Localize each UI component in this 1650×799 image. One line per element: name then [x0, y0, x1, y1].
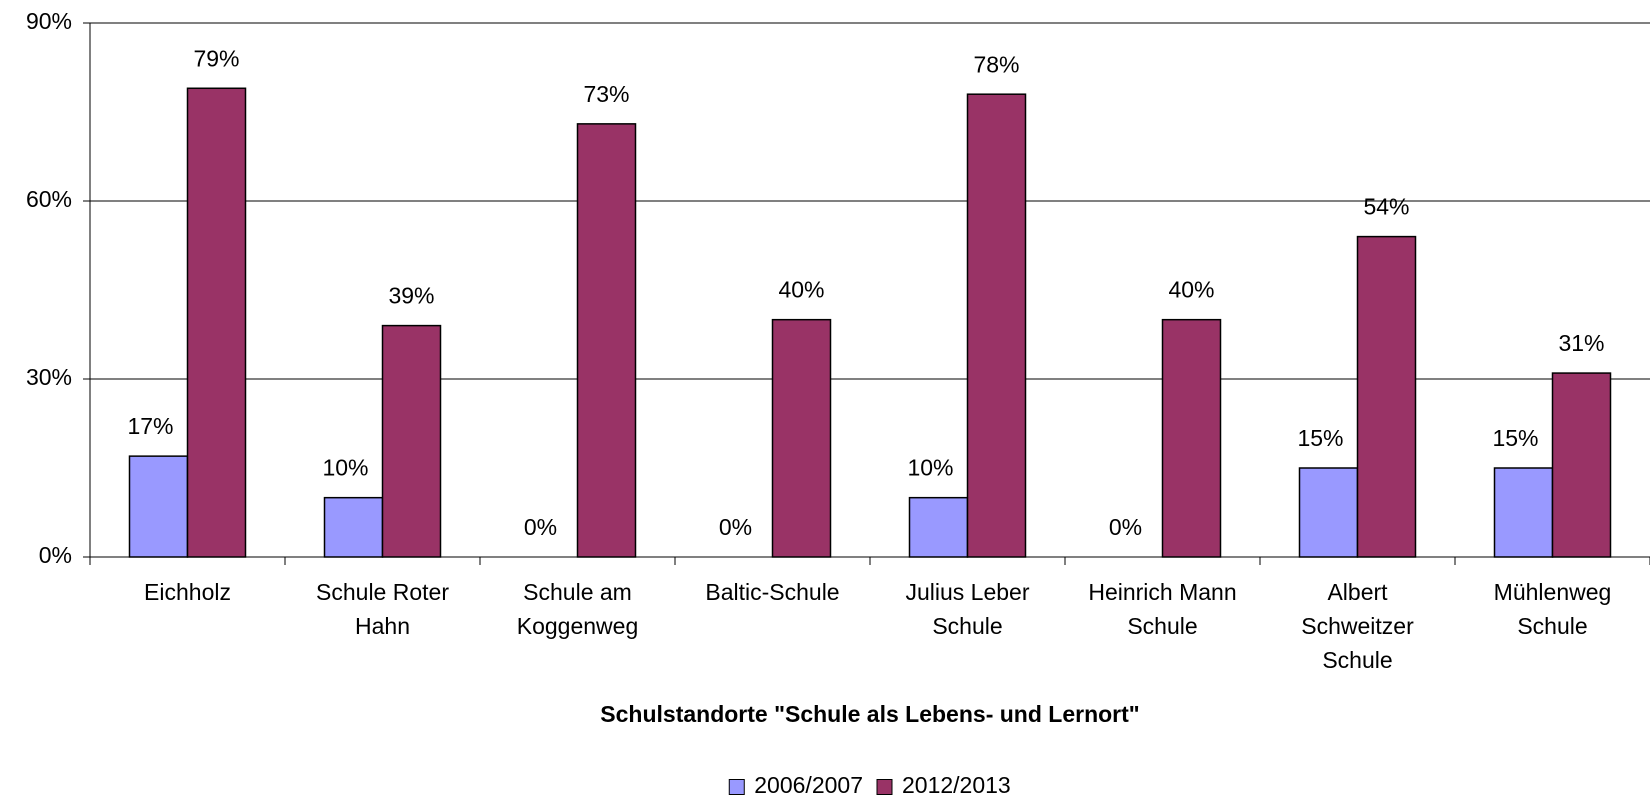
bar — [1356, 235, 1417, 558]
bar — [908, 496, 969, 558]
data-label: 10% — [322, 455, 368, 481]
bar — [128, 455, 189, 558]
y-tick-label: 0% — [39, 542, 72, 568]
legend-swatch — [728, 779, 745, 795]
x-tick-label: Julius Leber Schule — [905, 579, 1030, 639]
data-label: 79% — [193, 45, 239, 71]
bar — [381, 324, 442, 558]
y-tick-label: 30% — [26, 364, 72, 390]
x-tick-label: Schule Roter Hahn — [316, 579, 449, 639]
x-tick-label: Schule am Koggenweg — [516, 579, 639, 639]
data-label: 15% — [1492, 425, 1538, 451]
data-label: 39% — [388, 283, 434, 309]
legend-label: 2012/2013 — [902, 772, 1011, 798]
data-label: 0% — [1109, 514, 1142, 540]
bar — [1493, 467, 1554, 558]
bar — [186, 87, 247, 558]
bar — [1551, 372, 1612, 558]
data-label: 0% — [524, 514, 557, 540]
data-label: 10% — [907, 455, 953, 481]
bar — [1298, 467, 1359, 558]
x-tick-label: Baltic-Schule — [705, 579, 840, 605]
legend-label: 2006/2007 — [754, 772, 863, 798]
y-tick-label: 90% — [26, 8, 72, 34]
bar — [771, 318, 832, 558]
bar — [576, 123, 637, 558]
data-label: 15% — [1297, 425, 1343, 451]
x-axis-title: Schulstandorte "Schule als Lebens- und L… — [600, 701, 1139, 727]
data-label: 17% — [127, 413, 173, 439]
data-label: 0% — [719, 514, 752, 540]
x-tick-label: Heinrich Mann Schule — [1088, 579, 1237, 639]
data-label: 40% — [778, 277, 824, 303]
bar — [323, 496, 384, 558]
x-tick-label: Albert Schweitzer Schule — [1301, 579, 1414, 673]
bar — [966, 93, 1027, 558]
data-label: 78% — [973, 51, 1019, 77]
data-label: 40% — [1168, 277, 1214, 303]
data-label: 73% — [583, 81, 629, 107]
data-label: 54% — [1363, 194, 1409, 220]
data-label: 31% — [1558, 330, 1604, 356]
bar — [1161, 318, 1222, 558]
x-tick-label: Eichholz — [144, 579, 231, 605]
y-tick-label: 60% — [26, 186, 72, 212]
x-tick-label: Mühlenweg Schule — [1493, 579, 1612, 639]
legend-swatch — [876, 779, 893, 795]
